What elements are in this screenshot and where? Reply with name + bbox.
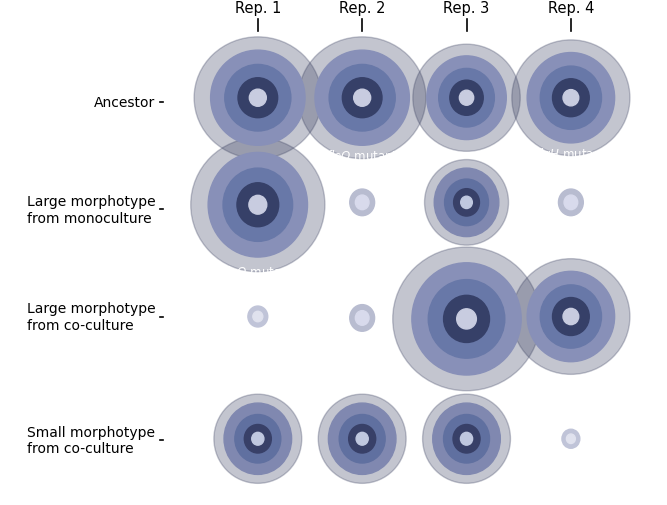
Ellipse shape [563, 90, 579, 107]
Ellipse shape [214, 394, 301, 483]
Ellipse shape [444, 296, 490, 343]
Ellipse shape [356, 432, 368, 445]
Text: Rep. 1: Rep. 1 [235, 1, 281, 16]
Ellipse shape [439, 69, 494, 128]
Ellipse shape [356, 311, 369, 326]
Ellipse shape [237, 183, 279, 227]
Ellipse shape [445, 180, 488, 226]
Ellipse shape [558, 190, 584, 216]
Ellipse shape [454, 189, 480, 217]
Ellipse shape [340, 415, 385, 463]
Ellipse shape [562, 429, 580, 448]
Text: Rep. 4: Rep. 4 [548, 1, 594, 16]
Ellipse shape [540, 67, 602, 130]
Text: $\it{fleQ}$ mutant: $\it{fleQ}$ mutant [326, 147, 398, 163]
Ellipse shape [224, 403, 291, 475]
Text: Rep. 3: Rep. 3 [444, 1, 490, 16]
Ellipse shape [191, 138, 325, 272]
Ellipse shape [433, 403, 500, 475]
Ellipse shape [552, 298, 589, 336]
Ellipse shape [249, 90, 266, 107]
Ellipse shape [238, 79, 277, 119]
Ellipse shape [460, 91, 474, 106]
Ellipse shape [248, 307, 267, 327]
Ellipse shape [460, 432, 473, 445]
Ellipse shape [564, 195, 578, 210]
Ellipse shape [427, 57, 506, 140]
Ellipse shape [318, 394, 406, 483]
Ellipse shape [253, 312, 263, 322]
Text: Rep. 2: Rep. 2 [339, 1, 386, 16]
Ellipse shape [412, 263, 521, 375]
Text: Small morphotype
from co-culture: Small morphotype from co-culture [27, 425, 155, 456]
Text: Large morphotype
from monoculture: Large morphotype from monoculture [27, 195, 155, 225]
Ellipse shape [434, 169, 499, 237]
Text: Large morphotype
from co-culture: Large morphotype from co-culture [27, 302, 155, 332]
Ellipse shape [225, 65, 291, 132]
Ellipse shape [249, 196, 267, 215]
Ellipse shape [424, 160, 508, 246]
Ellipse shape [329, 65, 396, 132]
Ellipse shape [453, 425, 480, 453]
Ellipse shape [315, 51, 410, 146]
Text: $\it{fleQ}$ mutant: $\it{fleQ}$ mutant [221, 264, 294, 279]
Ellipse shape [413, 45, 520, 152]
Ellipse shape [356, 195, 369, 210]
Ellipse shape [461, 197, 472, 209]
Ellipse shape [208, 153, 307, 258]
Ellipse shape [235, 415, 281, 463]
Ellipse shape [328, 403, 396, 475]
Ellipse shape [444, 415, 490, 463]
Ellipse shape [423, 394, 510, 483]
Ellipse shape [354, 90, 371, 107]
Text: $\it{fleQ}$ mutant: $\it{fleQ}$ mutant [326, 264, 398, 279]
Ellipse shape [428, 280, 505, 359]
Text: $\it{flgH}$ mutant: $\it{flgH}$ mutant [535, 145, 607, 163]
Ellipse shape [527, 54, 614, 143]
Ellipse shape [457, 309, 476, 329]
Ellipse shape [350, 305, 375, 332]
Ellipse shape [512, 259, 630, 375]
Ellipse shape [298, 38, 426, 159]
Ellipse shape [566, 434, 576, 443]
Ellipse shape [350, 190, 375, 216]
Ellipse shape [342, 79, 382, 119]
Ellipse shape [540, 285, 602, 348]
Ellipse shape [211, 51, 305, 146]
Ellipse shape [527, 272, 614, 362]
Ellipse shape [450, 81, 483, 116]
Ellipse shape [244, 425, 271, 453]
Ellipse shape [251, 432, 264, 445]
Ellipse shape [552, 80, 589, 118]
Text: Ancestor: Ancestor [94, 96, 155, 110]
Ellipse shape [393, 247, 540, 391]
Ellipse shape [512, 41, 630, 156]
Ellipse shape [223, 169, 293, 242]
Ellipse shape [349, 425, 376, 453]
Ellipse shape [194, 38, 321, 159]
Ellipse shape [563, 309, 579, 325]
